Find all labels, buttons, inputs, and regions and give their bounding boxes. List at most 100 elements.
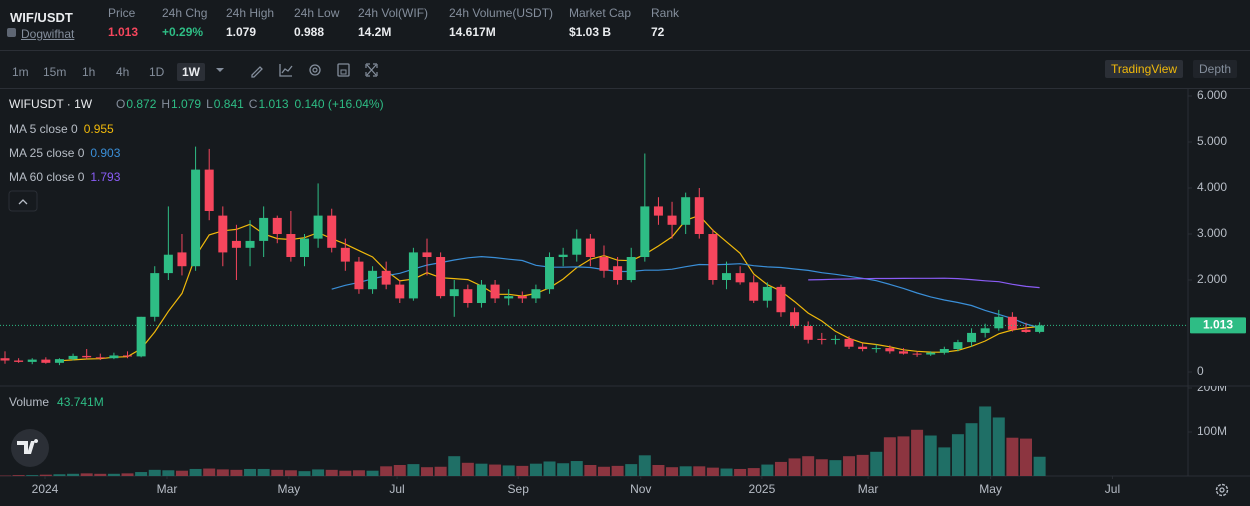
- y-tick-label: 4.000: [1197, 180, 1227, 194]
- candle-body: [504, 296, 514, 299]
- candle-body: [871, 348, 881, 350]
- coin-icon: [7, 28, 16, 37]
- stat-value: 14.2M: [358, 25, 392, 39]
- ohlc-key: C: [249, 97, 258, 111]
- interval[interactable]: 1m: [12, 65, 29, 79]
- ohlc-value: 0.872: [126, 97, 156, 111]
- candle-body: [844, 338, 854, 347]
- collapse-button[interactable]: [8, 190, 38, 212]
- volume-bar: [203, 468, 216, 476]
- volume-bar: [843, 456, 856, 476]
- x-tick-label: Jul: [1105, 482, 1120, 496]
- y-tick-label: 6.000: [1197, 88, 1227, 102]
- candle-body: [558, 254, 568, 258]
- volume-bar: [393, 464, 406, 476]
- volume-bar: [121, 473, 134, 476]
- candle-body: [340, 247, 350, 262]
- volume-bar: [747, 468, 760, 476]
- tv-logo-mark: [17, 439, 39, 454]
- volume-bar: [829, 460, 842, 476]
- volume-bar: [611, 465, 624, 476]
- x-tick-label: Jul: [389, 482, 404, 496]
- symbol-legend: WIFUSDT · 1W: [9, 97, 93, 111]
- stat-label: 24h Chg: [162, 6, 208, 20]
- volume-bar: [475, 463, 488, 476]
- volume-bar: [175, 470, 188, 476]
- volume-bar: [557, 463, 570, 476]
- x-tick-label: May: [277, 482, 300, 496]
- volume-bar: [67, 473, 80, 476]
- stat-label: 24h Low: [294, 6, 340, 20]
- x-tick-label: Nov: [630, 482, 651, 496]
- candle-body: [953, 342, 963, 350]
- candle-body: [191, 169, 201, 267]
- volume-bar: [107, 473, 120, 476]
- candle-body: [41, 359, 51, 363]
- volume-bar: [80, 473, 93, 476]
- candle-body: [408, 252, 418, 299]
- candle-body: [1007, 316, 1017, 330]
- toolbar-icons[interactable]: [212, 60, 392, 80]
- candle-body: [177, 252, 187, 267]
- candle-body: [653, 206, 663, 216]
- ohlc-value: 0.841: [214, 97, 244, 111]
- candle-body: [681, 197, 691, 225]
- candle-body: [327, 215, 337, 248]
- candle-body: [912, 353, 922, 355]
- interval[interactable]: 4h: [116, 65, 130, 79]
- y-tick-label: 0: [1197, 364, 1204, 378]
- candle-body: [572, 238, 582, 255]
- x-tick-label: Mar: [157, 482, 178, 496]
- interval[interactable]: 15m: [43, 65, 67, 79]
- volume-bar: [1020, 438, 1033, 476]
- interval[interactable]: 1h: [82, 65, 96, 79]
- volume-bar: [625, 464, 638, 476]
- pair: WIF/USDT: [10, 10, 73, 25]
- x-tick-label: May: [979, 482, 1002, 496]
- view-tab[interactable]: Depth: [1193, 60, 1238, 78]
- candle-body: [517, 296, 527, 299]
- stat-value: 14.617M: [449, 25, 496, 39]
- candle-body: [299, 238, 309, 258]
- volume-legend-value: 43.741M: [57, 395, 104, 409]
- candle-body: [136, 316, 146, 357]
- candle-body: [640, 206, 650, 258]
- candle-body: [708, 234, 718, 281]
- ma-legend-value: 1.793: [90, 170, 120, 184]
- stat-label: 24h Volume(USDT): [449, 6, 554, 20]
- interval[interactable]: 1D: [149, 65, 165, 79]
- ohlc-key: L: [206, 97, 213, 111]
- volume-bar: [257, 468, 270, 476]
- candle-body: [368, 270, 378, 290]
- volume-bar: [298, 471, 311, 476]
- ohlc-value: 0.140 (+16.04%): [295, 97, 384, 111]
- volume-bar: [94, 473, 107, 476]
- stat-value: $1.03 B: [569, 25, 612, 39]
- volume-bar: [421, 467, 434, 476]
- candle-body: [82, 355, 92, 358]
- volume-bar: [1033, 456, 1046, 476]
- last-price-box: [1190, 317, 1246, 334]
- candle-body: [735, 273, 745, 283]
- volume-bar: [897, 436, 910, 476]
- candle-body: [626, 257, 636, 281]
- volume-bar: [706, 467, 719, 476]
- volume-bar: [162, 470, 175, 476]
- ma-line: [331, 255, 1040, 329]
- volume-bar: [979, 406, 992, 476]
- candle-body: [449, 289, 459, 297]
- candle-body: [54, 359, 64, 363]
- interval-active[interactable]: 1W: [177, 63, 205, 81]
- candle-body: [776, 286, 786, 313]
- volume-bar: [26, 475, 39, 476]
- volume-bar: [883, 437, 896, 476]
- candle-body: [667, 215, 677, 225]
- settings-icon[interactable]: [1215, 483, 1229, 497]
- candle-body: [27, 359, 37, 362]
- view-tab-active[interactable]: TradingView: [1105, 60, 1184, 78]
- candle-body: [898, 351, 908, 354]
- coin-name[interactable]: Dogwifhat: [21, 27, 75, 41]
- volume-bar: [325, 469, 338, 476]
- candle-body: [95, 357, 105, 359]
